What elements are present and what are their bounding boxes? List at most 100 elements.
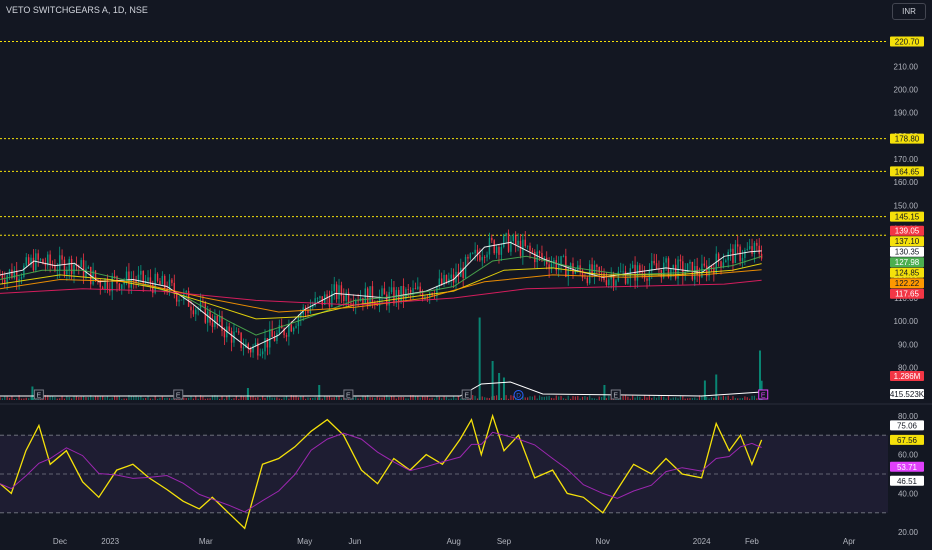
candle-body [751, 246, 753, 255]
candle-body [190, 306, 192, 311]
candle-body [438, 278, 441, 287]
volume-bar [259, 398, 261, 400]
candle-body [323, 294, 326, 305]
candle-body [326, 294, 328, 298]
candle-body [479, 255, 481, 261]
volume-bar [663, 396, 665, 400]
candle-body [261, 351, 264, 355]
candle-body [266, 338, 269, 348]
candle-body [206, 311, 209, 323]
volume-bar [264, 397, 266, 400]
volume-bar [59, 398, 61, 400]
volume-bar [214, 395, 216, 400]
earnings-marker [33, 389, 44, 400]
volume-bar [529, 396, 531, 400]
volume-bar [130, 396, 132, 400]
candle-body [371, 286, 374, 303]
candle-body [331, 291, 333, 307]
volume-bar [646, 397, 648, 400]
candle-body [550, 263, 553, 270]
candle-body [66, 270, 68, 275]
volume-bar [85, 397, 87, 400]
volume-bar [97, 395, 99, 400]
candle-body [429, 292, 431, 298]
volume-bar [152, 398, 154, 400]
candle-body [264, 338, 266, 352]
volume-bar [32, 398, 35, 400]
volume-bar [584, 396, 586, 400]
candle-body [125, 271, 128, 282]
volume-bar [737, 398, 739, 400]
volume-bar [667, 395, 670, 400]
candle-body [209, 311, 211, 323]
volume-bar [512, 395, 514, 400]
volume-bar [398, 396, 400, 400]
volume-bar [684, 398, 686, 400]
candle-body [562, 256, 565, 257]
volume-bar [233, 398, 235, 400]
rsi-label-bg [890, 461, 924, 472]
candle-body [355, 300, 357, 306]
volume-bar [443, 396, 445, 400]
volume-bar [417, 395, 419, 400]
currency-button[interactable]: INR [892, 3, 926, 20]
volume-bar [328, 395, 331, 400]
candle-body [175, 293, 178, 302]
volume-label: 1.286M [894, 372, 921, 381]
candle-body [600, 272, 603, 274]
volume-bar [636, 396, 639, 400]
candle-body [335, 284, 338, 300]
volume-bar [379, 397, 381, 400]
volume-bar [405, 398, 407, 400]
candle-body [135, 280, 137, 282]
candle-body [658, 269, 660, 270]
volume-bar [245, 397, 247, 400]
candle-body [705, 265, 708, 277]
candle-body [646, 278, 648, 281]
candle-body [753, 242, 756, 255]
moving-average-line [0, 263, 762, 320]
candle-body [620, 271, 622, 273]
candle-body [701, 263, 703, 278]
volume-bar [307, 397, 309, 400]
candle-body [123, 281, 125, 285]
candle-body [467, 256, 469, 259]
volume-bar [691, 398, 693, 400]
candle-body [541, 253, 543, 259]
volume-bar [66, 395, 68, 400]
candle-body [598, 267, 600, 273]
volume-bar [149, 398, 152, 400]
volume-bar [531, 396, 534, 400]
volume-label-bg [890, 371, 924, 381]
candle-body [39, 259, 42, 261]
candle-body [581, 270, 584, 278]
candle-body [37, 253, 39, 260]
volume-bar [242, 396, 245, 400]
volume-bar [226, 396, 228, 400]
volume-bar [30, 396, 32, 400]
candle-body [748, 246, 751, 249]
candle-body [500, 247, 503, 255]
candle-body [450, 274, 452, 279]
volume-bar [655, 397, 658, 400]
volume-bar [706, 396, 708, 400]
candle-body [732, 248, 734, 264]
volume-bar [722, 395, 725, 400]
price-label: 139.05 [895, 227, 920, 236]
volume-bar [297, 397, 300, 400]
volume-bar [586, 397, 588, 400]
candle-body [106, 278, 109, 290]
volume-spike-bar [502, 377, 505, 400]
candle-body [639, 265, 641, 273]
candle-body [452, 274, 455, 283]
volume-bar [293, 395, 295, 400]
candle-body [240, 332, 242, 348]
candle-body [448, 278, 450, 283]
volume-bar [558, 396, 560, 400]
volume-bar [376, 396, 378, 400]
volume-bar [257, 397, 259, 400]
volume-bar [739, 398, 741, 400]
candle-body [608, 279, 610, 285]
volume-bar [665, 398, 667, 400]
